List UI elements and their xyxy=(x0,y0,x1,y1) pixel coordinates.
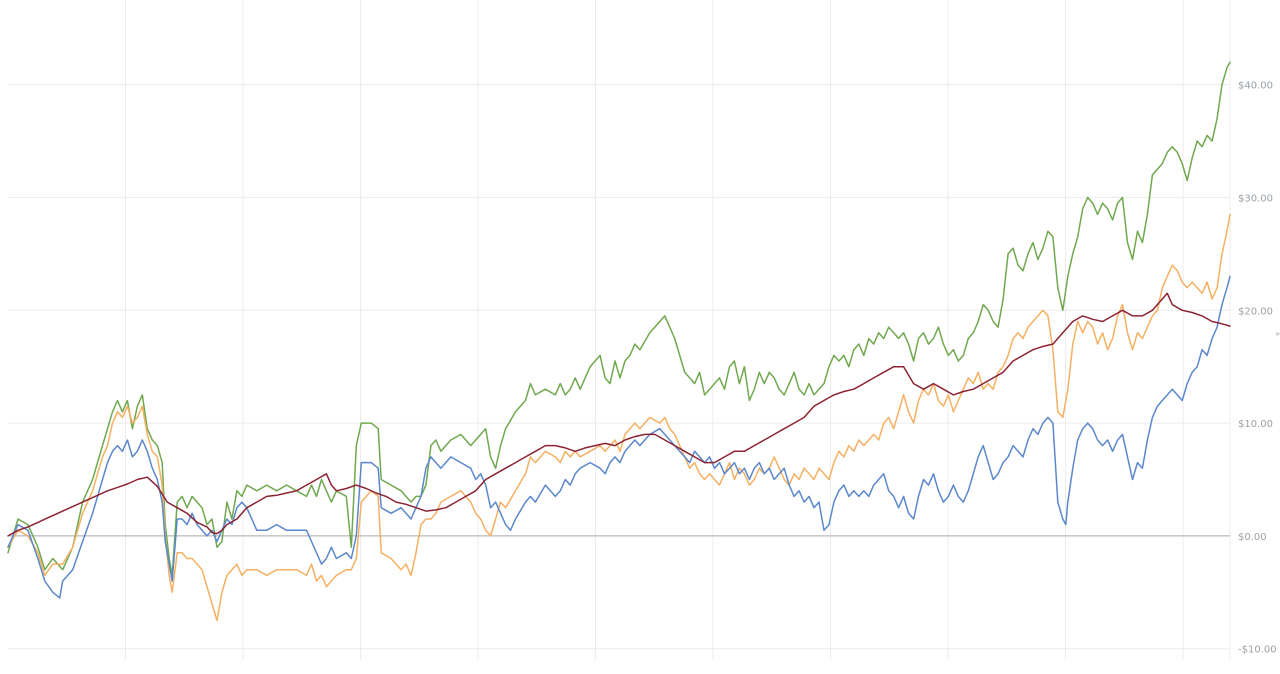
y-tick-label: $40.00 xyxy=(1238,81,1273,92)
chart-axis-icon[interactable]: ⇕ xyxy=(1273,330,1280,338)
y-tick-label: $20.00 xyxy=(1238,306,1273,317)
series-layer xyxy=(7,61,1231,622)
series-line-3[interactable] xyxy=(7,275,1231,599)
y-tick-label: $0.00 xyxy=(1238,532,1267,543)
series-line-1[interactable] xyxy=(7,61,1231,577)
series-line-4[interactable] xyxy=(7,292,1231,537)
y-axis: $40.00 $30.00 $20.00 $10.00 $0.00 -$10.00 xyxy=(1238,81,1277,656)
grid-layer xyxy=(8,0,1231,660)
y-tick-label: $30.00 xyxy=(1238,193,1273,204)
series-line-2[interactable] xyxy=(7,213,1231,622)
y-tick-label: -$10.00 xyxy=(1238,645,1277,656)
y-tick-label: $10.00 xyxy=(1238,419,1273,430)
